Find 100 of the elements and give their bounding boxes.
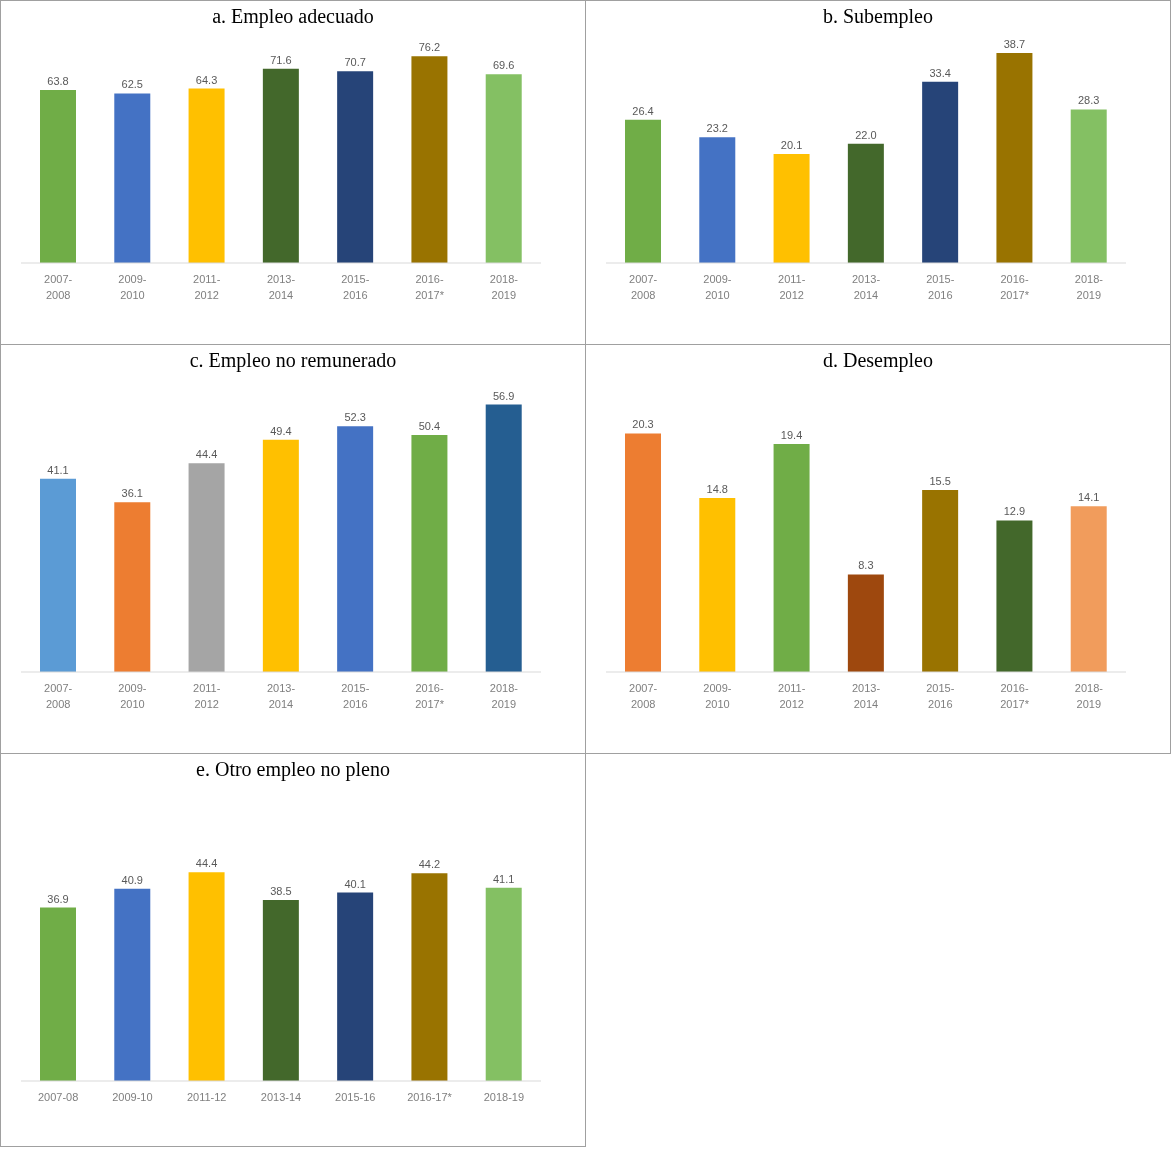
bar	[411, 435, 448, 672]
x-tick-label: 2015-2016	[926, 273, 955, 301]
x-tick-label: 2018-2019	[1074, 682, 1104, 710]
data-label: 20.3	[632, 418, 654, 431]
bar	[1070, 109, 1107, 263]
data-label: 44.4	[195, 448, 218, 461]
bar	[262, 439, 299, 672]
data-label: 41.1	[47, 463, 69, 476]
data-label: 12.9	[1003, 505, 1026, 518]
x-tick-label: 2013-2014	[851, 682, 881, 710]
bar	[114, 93, 151, 263]
data-label: 15.5	[929, 474, 951, 487]
x-tick-label: 2015-2016	[341, 273, 370, 301]
data-label: 62.5	[121, 78, 143, 91]
chart-title: e. Otro empleo no pleno	[195, 757, 391, 781]
data-label: 22.0	[855, 128, 877, 141]
x-tick-label: 2015-16	[335, 1091, 376, 1103]
data-label: 38.7	[1003, 38, 1026, 51]
data-label: 71.6	[270, 53, 292, 66]
bar	[485, 74, 522, 263]
x-tick-label: 2011-2012	[193, 682, 221, 710]
x-tick-label: 2007-2008	[44, 273, 73, 301]
bar	[699, 498, 736, 672]
bar	[40, 907, 76, 1081]
data-label: 40.1	[344, 877, 366, 890]
x-tick-label: 2018-2019	[489, 273, 519, 301]
bar	[922, 81, 959, 263]
bar	[188, 872, 225, 1081]
data-label: 38.5	[270, 885, 292, 898]
data-label: 44.2	[418, 858, 441, 871]
data-label: 49.4	[270, 424, 292, 437]
bar	[337, 892, 374, 1081]
bar	[485, 887, 522, 1081]
data-label: 14.1	[1078, 491, 1100, 504]
bar	[262, 900, 299, 1081]
data-label: 8.3	[858, 559, 874, 572]
data-label: 41.1	[493, 872, 515, 885]
bar	[996, 520, 1033, 672]
chart-title: c. Empleo no remunerado	[188, 348, 398, 372]
data-label: 76.2	[418, 41, 441, 54]
data-label: 52.3	[344, 411, 366, 424]
x-tick-label: 2018-2019	[1074, 273, 1104, 301]
bar	[773, 153, 810, 263]
bar	[188, 463, 225, 672]
x-tick-label: 2011-2012	[778, 273, 806, 301]
data-label: 28.3	[1078, 94, 1100, 107]
x-tick-label: 2009-2010	[118, 682, 147, 710]
data-label: 69.6	[493, 59, 515, 72]
x-tick-label: 2009-2010	[703, 273, 732, 301]
x-tick-label: 2009-2010	[703, 682, 732, 710]
data-label: 14.8	[706, 483, 728, 496]
x-tick-label: 2015-2016	[341, 682, 370, 710]
x-tick-label: 2011-2012	[778, 682, 806, 710]
x-tick-label: 2013-14	[260, 1091, 302, 1103]
x-tick-label: 2016-2017*	[415, 682, 445, 710]
x-tick-label: 2018-2019	[489, 682, 519, 710]
chart-title: b. Subempleo	[822, 4, 934, 28]
data-label: 64.3	[195, 73, 218, 86]
x-tick-label: 2018-19	[483, 1091, 525, 1103]
chart-title: a. Empleo adecuado	[211, 4, 375, 28]
bar	[625, 119, 661, 263]
data-label: 26.4	[632, 104, 654, 117]
data-label: 56.9	[493, 389, 515, 402]
data-label: 20.1	[780, 138, 803, 151]
bar	[337, 71, 374, 263]
data-label: 70.7	[344, 56, 366, 69]
data-label: 44.4	[195, 857, 218, 870]
bar	[847, 143, 884, 263]
data-label: 36.9	[47, 892, 69, 905]
bar	[773, 444, 810, 672]
data-label: 63.8	[47, 74, 69, 87]
x-tick-label: 2007-2008	[44, 682, 73, 710]
bar	[40, 89, 76, 263]
x-tick-label: 2013-2014	[851, 273, 881, 301]
x-tick-label: 2011-12	[186, 1091, 227, 1103]
x-tick-label: 2016-17*	[407, 1091, 453, 1103]
bar	[847, 574, 884, 672]
data-label: 33.4	[929, 66, 951, 79]
bar	[114, 502, 151, 672]
x-tick-label: 2009-10	[112, 1091, 153, 1103]
x-tick-label: 2016-2017*	[415, 273, 445, 301]
bar	[922, 489, 959, 672]
bar	[337, 426, 374, 672]
bar	[996, 53, 1033, 263]
chart-title: d. Desempleo	[822, 348, 934, 372]
x-tick-label: 2007-2008	[629, 273, 658, 301]
bar	[699, 137, 736, 263]
x-tick-label: 2016-2017*	[1000, 682, 1030, 710]
x-tick-label: 2009-2010	[118, 273, 147, 301]
bar	[625, 433, 661, 672]
data-label: 23.2	[706, 122, 728, 135]
bar	[1070, 506, 1107, 672]
bar	[411, 873, 448, 1081]
x-tick-label: 2007-08	[37, 1091, 79, 1103]
data-label: 40.9	[121, 873, 143, 886]
x-tick-label: 2013-2014	[266, 682, 296, 710]
x-tick-label: 2016-2017*	[1000, 273, 1030, 301]
bar	[114, 888, 151, 1081]
x-tick-label: 2013-2014	[266, 273, 296, 301]
data-label: 50.4	[418, 420, 441, 433]
